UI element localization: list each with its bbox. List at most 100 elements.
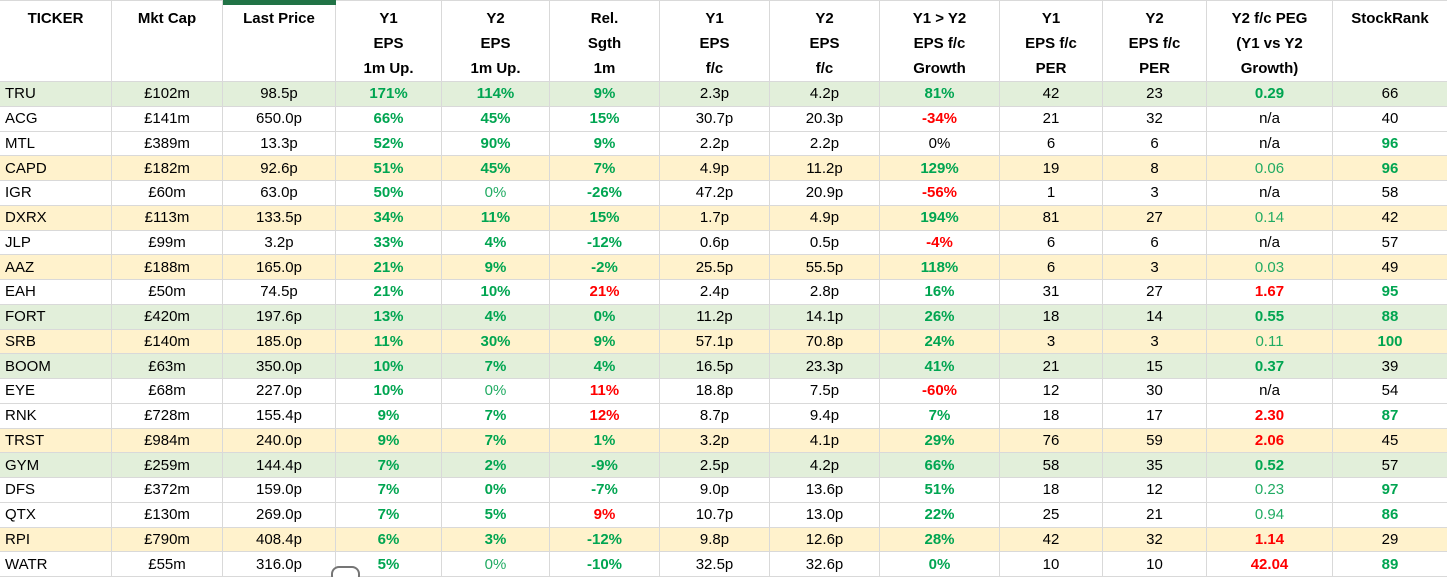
cell-mkt-cap[interactable]: £259m	[112, 453, 223, 478]
cell-y1-eps-fc-per[interactable]: 18	[1000, 304, 1103, 330]
cell-y2-eps-1m-up[interactable]: 0%	[442, 478, 550, 503]
cell-y2-fc-peg[interactable]: 2.06	[1207, 428, 1333, 454]
cell-y2-fc-peg[interactable]: 0.06	[1207, 156, 1333, 181]
cell-y1-eps-1m-up[interactable]: 7%	[336, 502, 442, 528]
cell-mkt-cap[interactable]: £63m	[112, 354, 223, 379]
cell-y2-eps-1m-up[interactable]: 0%	[442, 181, 550, 206]
cell-ticker[interactable]: DXRX	[0, 205, 112, 231]
cell-y2-eps-1m-up[interactable]: 7%	[442, 428, 550, 454]
cell-y2-fc-peg[interactable]: 0.14	[1207, 205, 1333, 231]
cell-y2-eps-fc-per[interactable]: 3	[1103, 329, 1207, 355]
cell-y2-fc-peg[interactable]: 1.67	[1207, 280, 1333, 305]
header-cell-ticker[interactable]: TICKER	[0, 0, 112, 82]
cell-last-price[interactable]: 133.5p	[223, 205, 336, 231]
cell-last-price[interactable]: 227.0p	[223, 379, 336, 404]
cell-y2-eps-fc-per[interactable]: 21	[1103, 502, 1207, 528]
cell-mkt-cap[interactable]: £182m	[112, 156, 223, 181]
cell-y1-y2-growth[interactable]: 7%	[880, 403, 1000, 429]
cell-y2-fc-peg[interactable]: 0.11	[1207, 329, 1333, 355]
cell-y2-fc-peg[interactable]: 1.14	[1207, 527, 1333, 553]
cell-rel-sgth-1m[interactable]: 0%	[550, 304, 660, 330]
cell-y1-eps-1m-up[interactable]: 171%	[336, 82, 442, 107]
cell-y2-eps-1m-up[interactable]: 30%	[442, 329, 550, 355]
cell-rel-sgth-1m[interactable]: 4%	[550, 354, 660, 379]
cell-y1-eps-fc-per[interactable]: 18	[1000, 478, 1103, 503]
cell-stockrank[interactable]: 40	[1333, 106, 1447, 132]
cell-y2-eps-fc[interactable]: 13.6p	[770, 478, 880, 503]
cell-last-price[interactable]: 3.2p	[223, 230, 336, 256]
header-cell-y1-eps-fc-per[interactable]: Y1 EPS f/c PER	[1000, 0, 1103, 82]
cell-y2-eps-fc-per[interactable]: 59	[1103, 428, 1207, 454]
header-cell-y1-y2-growth[interactable]: Y1 > Y2 EPS f/c Growth	[880, 0, 1000, 82]
cell-last-price[interactable]: 240.0p	[223, 428, 336, 454]
cell-y1-eps-fc-per[interactable]: 21	[1000, 106, 1103, 132]
cell-rel-sgth-1m[interactable]: 15%	[550, 205, 660, 231]
cell-y1-eps-fc[interactable]: 3.2p	[660, 428, 770, 454]
cell-y1-y2-growth[interactable]: 118%	[880, 255, 1000, 280]
cell-last-price[interactable]: 155.4p	[223, 403, 336, 429]
cell-y1-eps-1m-up[interactable]: 66%	[336, 106, 442, 132]
cell-rel-sgth-1m[interactable]: 9%	[550, 329, 660, 355]
header-cell-last-price[interactable]: Last Price	[223, 0, 336, 82]
cell-y1-eps-fc-per[interactable]: 58	[1000, 453, 1103, 478]
cell-y1-y2-growth[interactable]: 0%	[880, 131, 1000, 157]
cell-y1-y2-growth[interactable]: 194%	[880, 205, 1000, 231]
cell-y2-eps-fc-per[interactable]: 17	[1103, 403, 1207, 429]
cell-y2-eps-fc[interactable]: 4.2p	[770, 453, 880, 478]
cell-y1-eps-fc-per[interactable]: 81	[1000, 205, 1103, 231]
cell-y2-fc-peg[interactable]: n/a	[1207, 379, 1333, 404]
cell-y2-eps-fc[interactable]: 4.9p	[770, 205, 880, 231]
cell-y2-eps-fc[interactable]: 12.6p	[770, 527, 880, 553]
cell-last-price[interactable]: 165.0p	[223, 255, 336, 280]
cell-y2-eps-1m-up[interactable]: 45%	[442, 106, 550, 132]
cell-y1-y2-growth[interactable]: 24%	[880, 329, 1000, 355]
cell-stockrank[interactable]: 57	[1333, 453, 1447, 478]
header-cell-y1-eps-fc[interactable]: Y1 EPS f/c	[660, 0, 770, 82]
header-cell-stockrank[interactable]: StockRank	[1333, 0, 1447, 82]
cell-last-price[interactable]: 269.0p	[223, 502, 336, 528]
cell-y1-eps-1m-up[interactable]: 10%	[336, 379, 442, 404]
cell-y1-eps-fc-per[interactable]: 6	[1000, 255, 1103, 280]
cell-y2-eps-fc[interactable]: 2.8p	[770, 280, 880, 305]
cell-y1-eps-fc[interactable]: 1.7p	[660, 205, 770, 231]
cell-y2-eps-1m-up[interactable]: 10%	[442, 280, 550, 305]
cell-y1-y2-growth[interactable]: 41%	[880, 354, 1000, 379]
cell-y1-eps-fc[interactable]: 30.7p	[660, 106, 770, 132]
cell-mkt-cap[interactable]: £790m	[112, 527, 223, 553]
cell-y2-eps-fc[interactable]: 7.5p	[770, 379, 880, 404]
cell-rel-sgth-1m[interactable]: -12%	[550, 230, 660, 256]
cell-ticker[interactable]: ACG	[0, 106, 112, 132]
cell-y2-eps-fc[interactable]: 20.9p	[770, 181, 880, 206]
cell-y1-eps-fc-per[interactable]: 21	[1000, 354, 1103, 379]
cell-ticker[interactable]: TRU	[0, 82, 112, 107]
cell-y2-eps-fc[interactable]: 4.1p	[770, 428, 880, 454]
cell-y1-y2-growth[interactable]: -34%	[880, 106, 1000, 132]
cell-y2-eps-fc-per[interactable]: 15	[1103, 354, 1207, 379]
cell-y1-eps-1m-up[interactable]: 7%	[336, 453, 442, 478]
cell-mkt-cap[interactable]: £50m	[112, 280, 223, 305]
cell-rel-sgth-1m[interactable]: 1%	[550, 428, 660, 454]
cell-y2-eps-1m-up[interactable]: 4%	[442, 304, 550, 330]
cell-last-price[interactable]: 159.0p	[223, 478, 336, 503]
cell-y2-fc-peg[interactable]: 0.37	[1207, 354, 1333, 379]
cell-y2-eps-fc[interactable]: 9.4p	[770, 403, 880, 429]
cell-last-price[interactable]: 316.0p	[223, 552, 336, 577]
cell-y2-fc-peg[interactable]: n/a	[1207, 106, 1333, 132]
cell-y2-eps-fc[interactable]: 11.2p	[770, 156, 880, 181]
cell-rel-sgth-1m[interactable]: 9%	[550, 502, 660, 528]
cell-rel-sgth-1m[interactable]: -26%	[550, 181, 660, 206]
cell-y2-eps-fc-per[interactable]: 3	[1103, 255, 1207, 280]
cell-y1-eps-1m-up[interactable]: 21%	[336, 255, 442, 280]
header-cell-y2-eps-fc[interactable]: Y2 EPS f/c	[770, 0, 880, 82]
cell-y2-eps-fc[interactable]: 0.5p	[770, 230, 880, 256]
cell-y1-eps-1m-up[interactable]: 6%	[336, 527, 442, 553]
cell-y2-eps-fc-per[interactable]: 6	[1103, 131, 1207, 157]
cell-y2-eps-fc-per[interactable]: 27	[1103, 280, 1207, 305]
cell-y1-eps-fc-per[interactable]: 10	[1000, 552, 1103, 577]
cell-mkt-cap[interactable]: £68m	[112, 379, 223, 404]
cell-last-price[interactable]: 197.6p	[223, 304, 336, 330]
cell-mkt-cap[interactable]: £102m	[112, 82, 223, 107]
cell-y2-eps-fc[interactable]: 55.5p	[770, 255, 880, 280]
cell-rel-sgth-1m[interactable]: -7%	[550, 478, 660, 503]
cell-y2-fc-peg[interactable]: n/a	[1207, 131, 1333, 157]
